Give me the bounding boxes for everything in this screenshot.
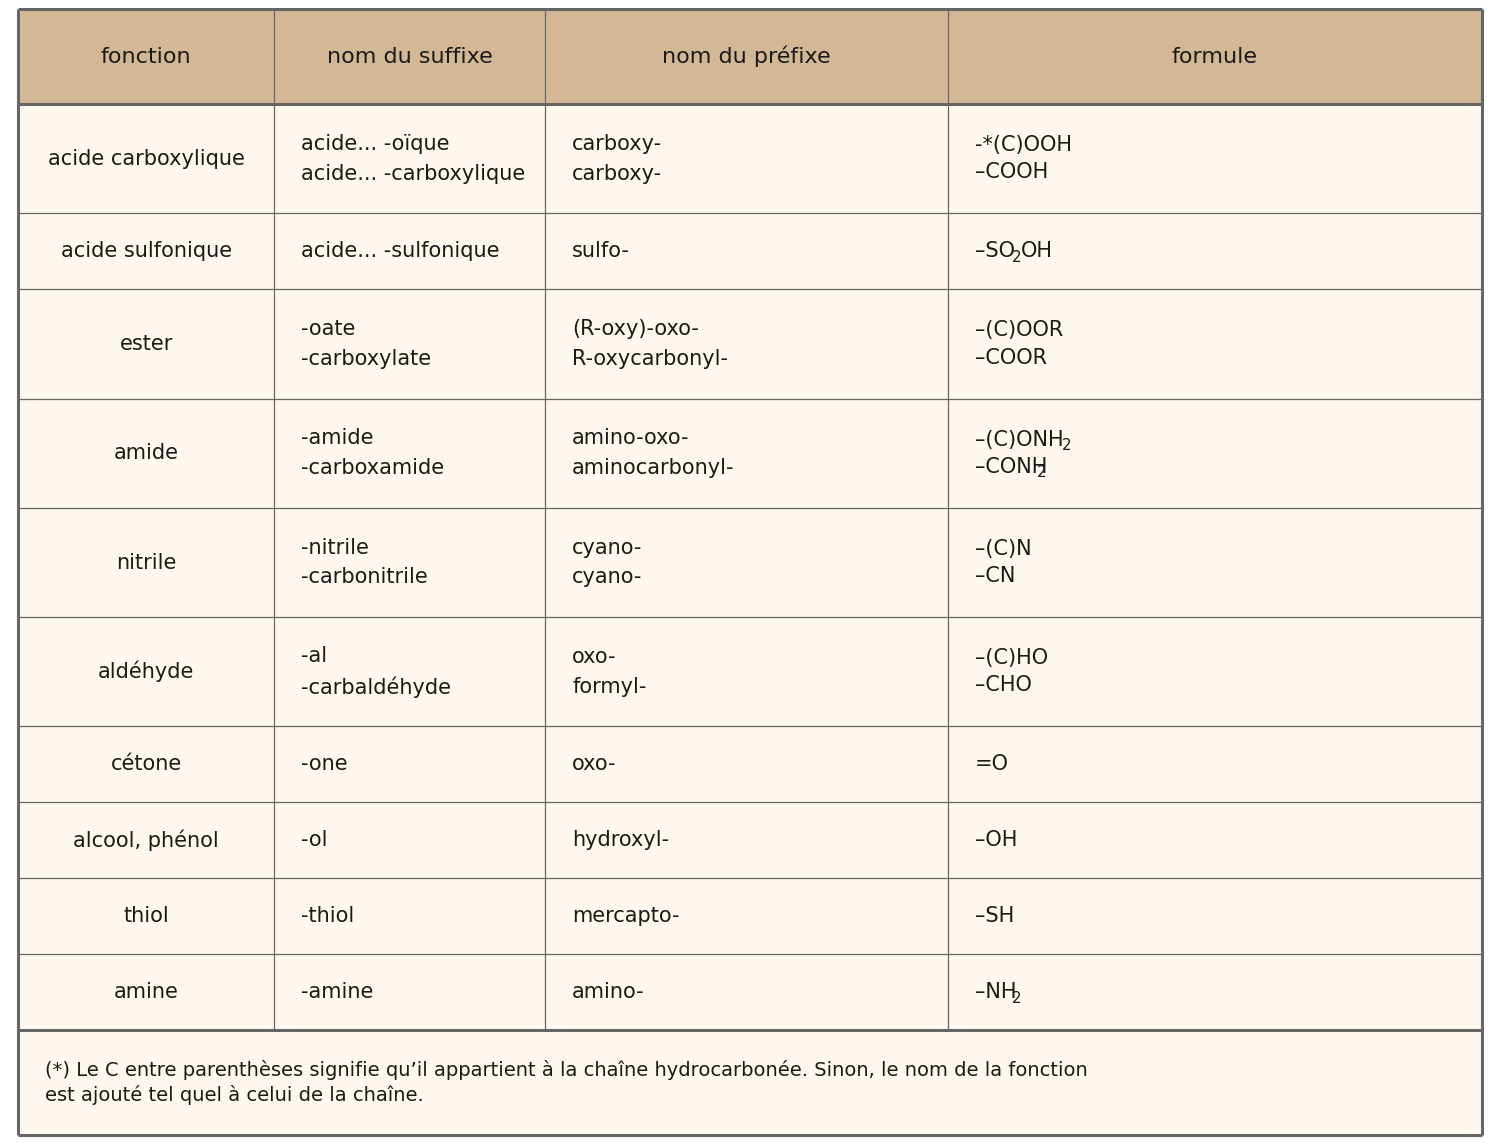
Bar — [18, 508, 1482, 617]
Bar — [18, 1031, 1482, 1135]
Text: -amine: -amine — [302, 983, 374, 1002]
Text: –CHO: –CHO — [975, 675, 1032, 696]
Text: -ol: -ol — [302, 831, 327, 850]
Text: (R-oxy)-oxo-
R-oxycarbonyl-: (R-oxy)-oxo- R-oxycarbonyl- — [572, 319, 728, 368]
Bar — [18, 954, 1482, 1031]
Text: est ajouté tel quel à celui de la chaîne.: est ajouté tel quel à celui de la chaîne… — [45, 1086, 423, 1105]
Text: –(C)OOR: –(C)OOR — [975, 320, 1064, 341]
Bar — [18, 104, 1482, 214]
Bar — [18, 726, 1482, 802]
Text: 2: 2 — [1013, 991, 1022, 1006]
Text: -oate
-carboxylate: -oate -carboxylate — [302, 319, 432, 368]
Text: -nitrile
-carbonitrile: -nitrile -carbonitrile — [302, 538, 427, 587]
Text: -one: -one — [302, 754, 348, 774]
Text: sulfo-: sulfo- — [572, 241, 630, 261]
Bar — [18, 879, 1482, 954]
Text: –NH: –NH — [975, 983, 1016, 1002]
Text: acide... -sulfonique: acide... -sulfonique — [302, 241, 500, 261]
Text: amide: amide — [114, 443, 178, 463]
Text: -al
-carbaldéhyde: -al -carbaldéhyde — [302, 645, 452, 698]
Text: amino-oxo-
aminocarbonyl-: amino-oxo- aminocarbonyl- — [572, 429, 735, 478]
Text: oxo-: oxo- — [572, 754, 616, 774]
Bar — [18, 802, 1482, 879]
Text: 2: 2 — [1036, 466, 1047, 480]
Text: =O: =O — [975, 754, 1008, 774]
Text: –CN: –CN — [975, 566, 1016, 586]
Text: oxo-
formyl-: oxo- formyl- — [572, 648, 646, 697]
Bar — [18, 9, 1482, 104]
Text: alcool, phénol: alcool, phénol — [74, 829, 219, 851]
Text: cyano-
cyano-: cyano- cyano- — [572, 538, 642, 587]
Text: –(C)N: –(C)N — [975, 539, 1032, 559]
Text: cétone: cétone — [111, 754, 182, 774]
Text: –(C)ONH: –(C)ONH — [975, 430, 1064, 450]
Bar — [18, 617, 1482, 726]
Bar — [18, 289, 1482, 398]
Text: –SH: –SH — [975, 906, 1014, 927]
Text: 2: 2 — [1062, 438, 1072, 453]
Text: mercapto-: mercapto- — [572, 906, 680, 927]
Text: thiol: thiol — [123, 906, 170, 927]
Text: acide carboxylique: acide carboxylique — [48, 149, 244, 169]
Text: -*(C)OOH: -*(C)OOH — [975, 135, 1071, 156]
Text: –(C)HO: –(C)HO — [975, 649, 1048, 668]
Text: 2: 2 — [1013, 249, 1022, 264]
Text: –SO: –SO — [975, 241, 1014, 261]
Text: nom du suffixe: nom du suffixe — [327, 47, 492, 66]
Text: nitrile: nitrile — [116, 553, 177, 572]
Text: (*) Le C entre parenthèses signifie qu’il appartient à la chaîne hydrocarbonée. : (*) Le C entre parenthèses signifie qu’i… — [45, 1060, 1088, 1080]
Text: ester: ester — [120, 334, 172, 353]
Text: -amide
-carboxamide: -amide -carboxamide — [302, 429, 444, 478]
Text: formule: formule — [1172, 47, 1258, 66]
Text: aldéhyde: aldéhyde — [98, 661, 195, 683]
Text: carboxy-
carboxy-: carboxy- carboxy- — [572, 134, 662, 183]
Text: OH: OH — [1022, 241, 1053, 261]
Text: nom du préfixe: nom du préfixe — [662, 46, 831, 67]
Bar — [18, 398, 1482, 508]
Text: -thiol: -thiol — [302, 906, 354, 927]
Text: hydroxyl-: hydroxyl- — [572, 831, 669, 850]
Text: –CONH: –CONH — [975, 456, 1047, 477]
Text: acide... -oïque
acide... -carboxylique: acide... -oïque acide... -carboxylique — [302, 134, 525, 183]
Text: –OH: –OH — [975, 831, 1017, 850]
Text: acide sulfonique: acide sulfonique — [60, 241, 231, 261]
Bar — [18, 214, 1482, 289]
Text: fonction: fonction — [100, 47, 192, 66]
Text: amine: amine — [114, 983, 178, 1002]
Text: –COOH: –COOH — [975, 162, 1048, 182]
Text: –COOR: –COOR — [975, 348, 1047, 367]
Text: amino-: amino- — [572, 983, 645, 1002]
